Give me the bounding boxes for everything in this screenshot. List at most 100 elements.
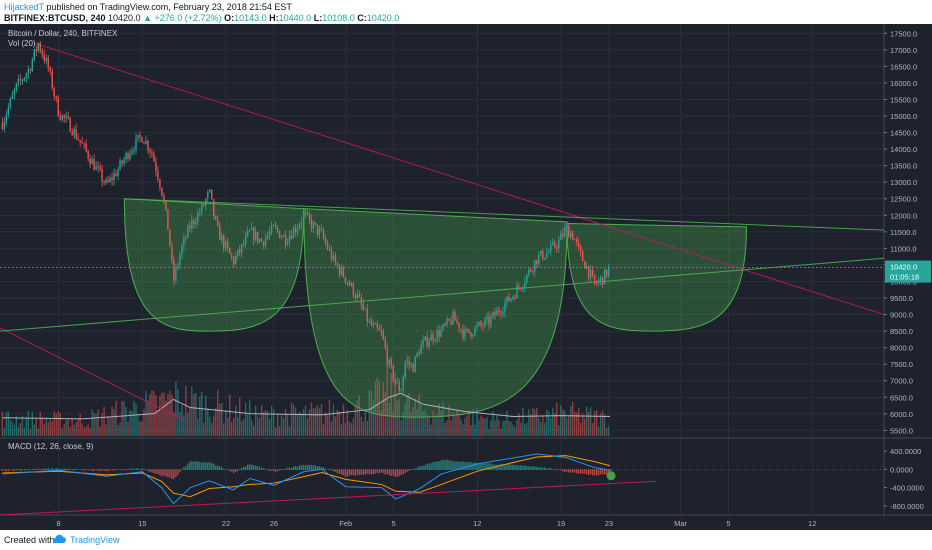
candle-body: [155, 161, 157, 172]
volume-bar: [21, 415, 24, 436]
time-axis-label: 15: [138, 519, 146, 528]
volume-bar: [115, 400, 117, 436]
candle-body: [346, 282, 349, 284]
macd-histogram-bar: [117, 469, 119, 470]
volume-bar: [550, 418, 552, 436]
candle-body: [605, 269, 608, 277]
volume-bar: [440, 411, 442, 436]
macd-histogram-bar: [350, 469, 353, 476]
candle-body: [577, 241, 580, 247]
volume-bar: [137, 415, 139, 436]
macd-histogram-bar: [67, 469, 69, 471]
macd-histogram-bar: [61, 468, 63, 470]
candle-body: [420, 344, 422, 355]
macd-histogram-bar: [572, 469, 574, 473]
candle-body: [542, 250, 544, 260]
macd-histogram-bar: [215, 465, 217, 470]
volume-bar: [366, 421, 369, 436]
volume-bar: [171, 394, 173, 436]
open-label: O:: [224, 13, 235, 23]
volume-bar: [312, 408, 315, 436]
volume-bar: [155, 395, 157, 436]
volume-bar: [7, 411, 10, 436]
volume-bar: [512, 424, 514, 436]
candle-body: [492, 312, 494, 317]
chart-canvas[interactable]: 5500.0 6000.0 6500.0 7000.0 7500.0 8000.0 8500…: [0, 24, 932, 530]
macd-histogram-bar: [378, 469, 380, 474]
macd-histogram-bar: [57, 468, 59, 470]
candle-body: [87, 150, 89, 159]
candle-body: [207, 191, 209, 200]
volume-bar: [536, 407, 538, 436]
candle-body: [536, 260, 538, 264]
price-axis-label: 6500.0: [890, 393, 913, 402]
candle-body: [266, 235, 269, 239]
candlesticks: [1, 41, 610, 394]
macd-histogram-bar: [15, 469, 18, 471]
volume-bar: [472, 409, 474, 436]
candle-body: [83, 143, 85, 145]
macd-histogram-bar: [344, 469, 347, 477]
volume-bar: [542, 416, 544, 436]
volume-bar: [260, 405, 263, 436]
candle-body: [460, 329, 462, 331]
macd-histogram-bar: [500, 463, 502, 470]
macd-histogram-bar: [516, 465, 518, 470]
volume-bar: [400, 419, 402, 436]
macd-histogram-bar: [197, 461, 199, 470]
volume-bar: [408, 392, 410, 436]
macd-histogram-bar: [336, 469, 339, 474]
volume-bar: [434, 415, 436, 436]
price-change: ▲ +276.0 (+2.72%): [143, 13, 222, 23]
volume-bar: [213, 415, 215, 436]
price-axis-label: 8500.0: [890, 327, 913, 336]
chart-area[interactable]: 5500.0 6000.0 6500.0 7000.0 7500.0 8000.0 8500…: [0, 24, 932, 530]
macd-histogram-bar: [490, 463, 492, 470]
macd-histogram-bar: [33, 468, 35, 470]
macd-histogram-bar: [113, 469, 115, 471]
macd-histogram-bar: [244, 466, 247, 470]
macd-histogram-bar: [97, 469, 99, 471]
red-trendline: [0, 327, 185, 421]
candle-body: [506, 296, 508, 304]
macd-histogram-bar: [111, 469, 113, 471]
macd-histogram-bar: [31, 469, 34, 470]
macd-histogram-bar: [364, 469, 367, 475]
volume-bar: [221, 403, 223, 436]
volume-bar: [127, 422, 129, 436]
candle-body: [298, 224, 301, 229]
volume-bar: [570, 406, 572, 436]
volume-bar: [587, 411, 590, 436]
candle-body: [51, 71, 53, 89]
volume-bar: [51, 421, 53, 436]
volume-bar: [591, 422, 594, 436]
macd-histogram-bar: [488, 463, 490, 470]
candle-body: [524, 282, 526, 288]
candle-body: [205, 199, 207, 206]
volume-bar: [105, 424, 107, 436]
candle-body: [151, 152, 153, 154]
candle-body: [400, 389, 402, 392]
volume-bar: [372, 400, 374, 436]
author-link[interactable]: HijackedT: [4, 2, 44, 12]
volume-bar: [356, 400, 359, 436]
macd-histogram-bar: [250, 464, 253, 470]
volume-bar: [151, 389, 153, 436]
volume-bar: [161, 392, 163, 436]
macd-histogram-bar: [466, 462, 468, 470]
macd-histogram-bar: [21, 469, 24, 471]
macd-histogram-bar: [599, 469, 602, 475]
tradingview-brand[interactable]: TradingView: [70, 535, 120, 545]
macd-histogram-bar: [450, 460, 452, 470]
candle-body: [412, 364, 414, 372]
candle-body: [528, 269, 530, 275]
candle-body: [448, 318, 450, 321]
candle-body: [422, 340, 424, 345]
volume-bar: [292, 404, 295, 436]
macd-histogram-bar: [412, 469, 414, 470]
close-value: 10420.0: [366, 13, 400, 23]
volume-bar: [209, 416, 211, 436]
volume-bar: [227, 417, 229, 436]
volume-bar: [386, 364, 388, 436]
macd-histogram-bar: [55, 468, 57, 470]
